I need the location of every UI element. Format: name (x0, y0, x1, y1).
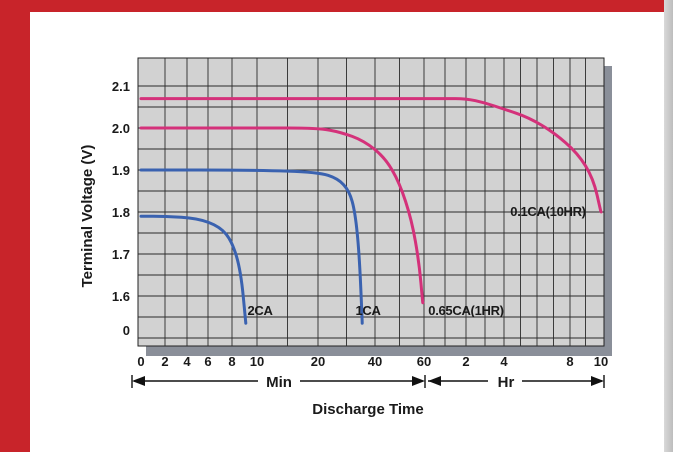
series-line-0-1ca-10hr (139, 97, 603, 214)
arrowhead-min-left (132, 376, 145, 386)
series-line-0-65ca-1hr (139, 126, 425, 305)
y-tick-label: 1.9 (112, 163, 130, 178)
plot-area (137, 57, 605, 347)
y-tick-labels: 2.1 2.0 1.9 1.8 1.7 1.6 0 (112, 79, 130, 338)
x-tick-label: 60 (417, 354, 431, 369)
series-layer (139, 97, 603, 325)
y-tick-label: 1.7 (112, 247, 130, 262)
x-tick-label: 2 (161, 354, 168, 369)
curve-label: 0.65CA(1HR) (428, 303, 503, 318)
y-tick-label: 0 (123, 323, 130, 338)
x-tick-label: 40 (368, 354, 382, 369)
x-segment-label-min: Min (266, 374, 292, 391)
y-tick-label: 2.0 (112, 121, 130, 136)
frame-left-bar (0, 0, 30, 452)
x-tick-label: 8 (228, 354, 235, 369)
arrowhead-hr-left (428, 376, 441, 386)
series-line-2ca (139, 214, 248, 325)
x-tick-label: 6 (204, 354, 211, 369)
x-tick-label: 4 (500, 354, 508, 369)
x-tick-label: 10 (250, 354, 264, 369)
y-tick-label: 1.8 (112, 205, 130, 220)
x-tick-label: 10 (594, 354, 608, 369)
y-tick-label: 1.6 (112, 289, 130, 304)
grid-horizontal (138, 85, 604, 339)
x-axis-title: Discharge Time (312, 401, 423, 418)
x-tick-label: 20 (311, 354, 325, 369)
x-tick-labels: 0 2 4 6 8 10 20 40 60 2 4 8 10 (137, 354, 608, 369)
arrowhead-hr-right (591, 376, 604, 386)
series-line-1ca (139, 168, 364, 325)
frame-top-bar (0, 0, 673, 12)
y-axis-title: Terminal Voltage (V) (79, 145, 96, 288)
frame-right-bar (664, 0, 673, 452)
x-segment-label-hr: Hr (498, 374, 515, 391)
curve-labels: 2CA 1CA 0.65CA(1HR) 0.1CA(10HR) (247, 204, 586, 318)
x-tick-label: 2 (462, 354, 469, 369)
curve-label: 1CA (355, 303, 381, 318)
curve-label: 0.1CA(10HR) (510, 204, 585, 219)
x-tick-label: 0 (137, 354, 144, 369)
x-tick-label: 8 (566, 354, 573, 369)
arrowhead-min-right (412, 376, 425, 386)
curve-label: 2CA (247, 303, 273, 318)
grid-vertical (164, 58, 586, 346)
y-tick-label: 2.1 (112, 79, 130, 94)
x-tick-label: 4 (183, 354, 191, 369)
